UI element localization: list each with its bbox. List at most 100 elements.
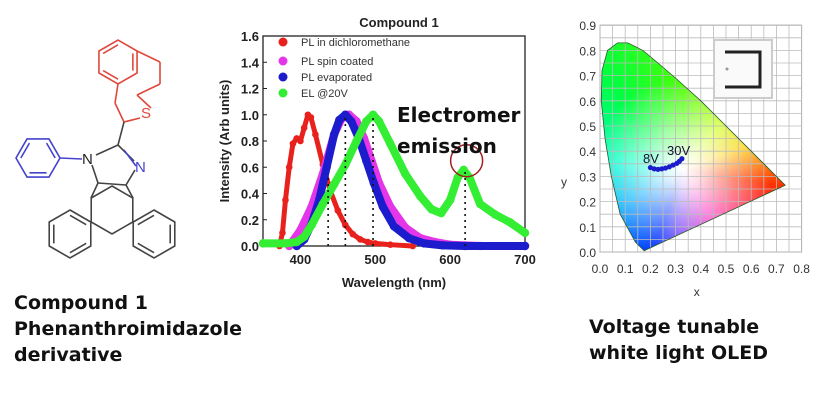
phenanthrene-left-ring-double-bond xyxy=(69,242,87,254)
data-point xyxy=(427,205,436,214)
data-point xyxy=(279,229,286,237)
data-point xyxy=(318,199,328,209)
data-point xyxy=(341,110,350,119)
bond xyxy=(117,121,125,146)
y-tick-label: 0.6 xyxy=(241,160,259,175)
x-tick-label: 0.1 xyxy=(617,262,634,276)
data-point xyxy=(475,199,485,209)
bond xyxy=(125,184,134,199)
y-axis-label: y xyxy=(561,175,567,189)
data-point xyxy=(334,207,342,214)
y-axis-label: Intensity (Arb units) xyxy=(217,80,232,203)
spectral-locus xyxy=(600,42,786,252)
phenanthrene-right-ring-double-bond xyxy=(137,242,155,254)
data-point xyxy=(389,222,399,231)
x-axis-label: x xyxy=(694,285,700,299)
bond xyxy=(114,83,119,104)
data-point xyxy=(347,117,356,126)
data-point xyxy=(362,156,371,165)
data-point xyxy=(289,140,297,147)
y-tick-label: 1.2 xyxy=(241,82,259,97)
y-tick-label: 1.0 xyxy=(241,108,259,123)
data-point xyxy=(368,110,378,119)
y-tick-label: 0.5 xyxy=(579,120,596,134)
x-tick-label: 0.7 xyxy=(768,262,785,276)
x-tick-label: 0.5 xyxy=(718,262,735,276)
data-point xyxy=(416,191,425,201)
nitrogen-label: N xyxy=(135,159,146,176)
benzothiophene-benzene-ring-double-bond xyxy=(102,44,119,55)
phenanthrene-right-ring xyxy=(132,209,176,259)
data-point xyxy=(357,236,364,243)
y-tick-label: 0.9 xyxy=(579,19,596,33)
data-point xyxy=(307,220,316,230)
data-point xyxy=(404,233,414,243)
x-tick-label: 400 xyxy=(290,252,312,267)
x-tick-label: 600 xyxy=(439,252,461,267)
data-point xyxy=(378,202,387,211)
bond xyxy=(90,182,99,199)
caption-line: Compound 1 xyxy=(14,292,148,314)
oled-caption: Voltage tunable white light OLED xyxy=(589,314,768,366)
bond xyxy=(59,157,83,160)
annotation-text: emission xyxy=(397,134,497,158)
legend-label: PL spin coated xyxy=(301,56,373,68)
data-point xyxy=(401,169,410,179)
device-photo-frame xyxy=(725,50,762,89)
phenyl-ring-double-bond xyxy=(20,142,31,159)
data-point xyxy=(307,114,315,121)
end-voltage-label: 30V xyxy=(667,143,690,158)
data-point xyxy=(436,208,446,218)
compound-caption: Compound 1 Phenanthroimidazole derivativ… xyxy=(14,290,242,368)
data-point xyxy=(292,237,301,247)
data-point xyxy=(297,137,304,145)
bond xyxy=(114,102,125,123)
data-point xyxy=(374,117,384,126)
caption-line: Phenanthroimidazole xyxy=(14,318,242,340)
bond xyxy=(136,50,161,63)
data-point xyxy=(335,115,344,125)
y-tick-label: 0.8 xyxy=(579,44,596,58)
chart-title: Compound 1 xyxy=(359,15,438,30)
y-tick-label: 0.7 xyxy=(579,70,596,84)
benzothiophene-benzene-ring xyxy=(98,39,138,85)
data-point xyxy=(505,218,515,227)
legend-marker xyxy=(278,72,288,82)
legend-marker xyxy=(278,56,288,66)
x-tick-label: 500 xyxy=(364,252,386,267)
data-point xyxy=(364,238,372,246)
data-point xyxy=(258,239,268,248)
data-point xyxy=(349,230,357,238)
x-tick-label: 0.0 xyxy=(592,262,609,276)
legend-label: EL @20V xyxy=(301,88,349,100)
caption-line: white light OLED xyxy=(589,342,769,364)
double-bond xyxy=(123,149,137,167)
bond xyxy=(123,117,141,123)
cie-point xyxy=(651,166,657,172)
nitrogen-label: N xyxy=(82,151,93,168)
x-tick-label: 0.4 xyxy=(692,262,709,276)
x-tick-label: 0.8 xyxy=(793,262,810,276)
data-point xyxy=(490,210,500,219)
data-point xyxy=(300,124,308,132)
phenyl-ring-double-bond xyxy=(45,142,56,159)
benzothiophene-benzene-ring-double-bond xyxy=(102,69,119,80)
legend-label: PL in dichloromethane xyxy=(301,37,410,49)
bond xyxy=(125,169,136,186)
phenanthrene-left-ring xyxy=(48,209,92,259)
data-point xyxy=(329,180,339,189)
y-tick-label: 1.6 xyxy=(241,29,259,44)
data-point xyxy=(438,241,447,250)
electromer-circle xyxy=(449,143,484,178)
cie-point xyxy=(655,166,661,172)
y-tick-label: 0.0 xyxy=(579,246,596,260)
data-point xyxy=(299,232,309,242)
data-point xyxy=(282,196,289,204)
data-point xyxy=(285,163,293,171)
legend-marker xyxy=(278,37,288,47)
x-tick-label: 0.2 xyxy=(642,262,659,276)
data-point xyxy=(459,165,468,175)
